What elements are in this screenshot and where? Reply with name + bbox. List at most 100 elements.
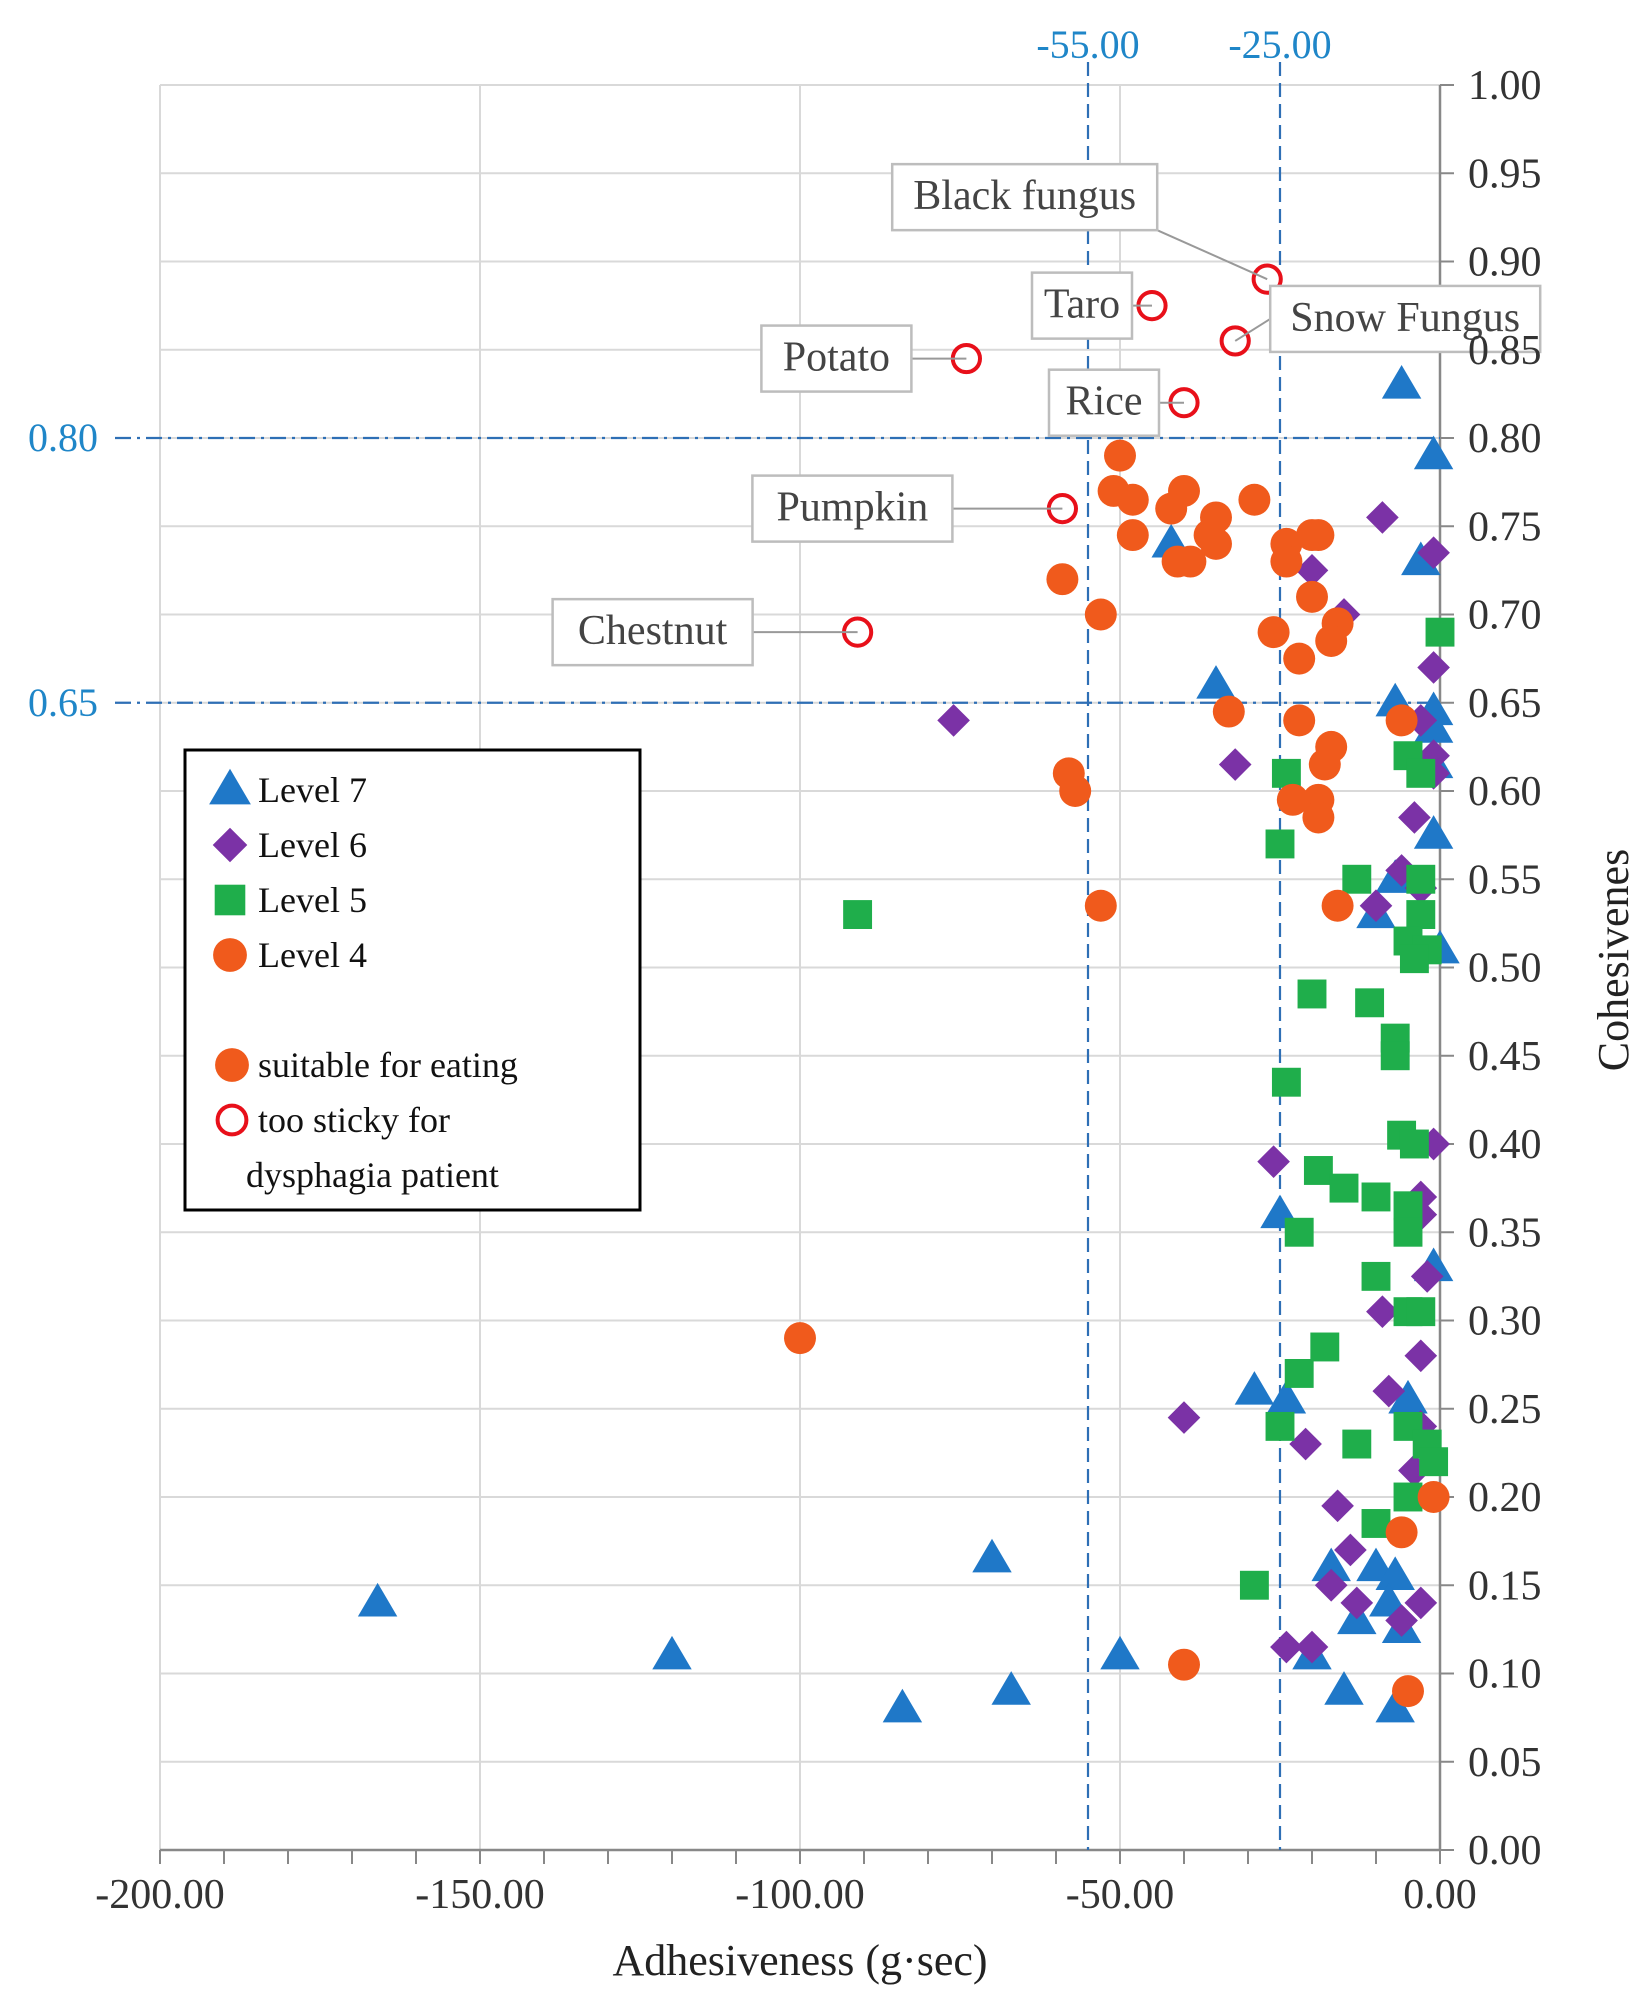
level-6-point — [1404, 1339, 1438, 1373]
level-5-point — [1406, 900, 1436, 929]
level-7-point — [1324, 1671, 1364, 1705]
level-6-point — [937, 704, 970, 737]
level-6-point — [1417, 536, 1450, 570]
level-4-point — [1174, 545, 1207, 578]
level-7-point — [1401, 541, 1441, 576]
level-5-point — [1329, 1173, 1359, 1203]
legend-marker-level-6 — [212, 827, 248, 863]
level-4-point — [1321, 889, 1354, 922]
level-4-point — [1308, 748, 1341, 781]
level-7-point — [1100, 1635, 1140, 1670]
level-4-point — [1200, 527, 1232, 560]
level-7-point — [357, 1582, 398, 1617]
x-tick-label: 0.00 — [1403, 1872, 1477, 1918]
tick-labels: -200.00 -150.00 -100.00 -50.00 0.000.00 0.05 0… — [95, 63, 1541, 1918]
data-points — [357, 263, 1460, 1723]
level-7-point — [1381, 365, 1422, 399]
level-6-point — [1372, 1374, 1406, 1408]
horizontal-reference-label: 0.65 — [28, 680, 98, 725]
legend-label-level-6: Level 6 — [258, 825, 367, 865]
black-fungus-leader-line — [1156, 229, 1268, 281]
level-4-point — [1385, 1516, 1418, 1549]
y-tick-label: 0.05 — [1468, 1740, 1542, 1786]
y-tick-label: 0.70 — [1468, 593, 1542, 639]
y-tick-label: 0.30 — [1468, 1299, 1542, 1345]
level-7-point — [1388, 1379, 1428, 1414]
level-6-point — [1314, 1568, 1348, 1602]
rice-label-box — [1047, 368, 1161, 437]
level-5-point — [1380, 1041, 1410, 1071]
chestnut-label-box — [551, 597, 754, 667]
level-4-point — [1270, 545, 1303, 578]
level-5-point — [1419, 1447, 1449, 1477]
snow-fungus-label: Snow Fungus — [1290, 295, 1520, 341]
legend-note-label: too sticky for — [258, 1100, 450, 1140]
y-tick-label: 0.85 — [1468, 328, 1542, 374]
level-5-point — [1361, 1509, 1391, 1538]
level-7-point — [1375, 1556, 1415, 1590]
level-5-point — [1239, 1570, 1269, 1600]
level-6-point — [1270, 1630, 1303, 1664]
level-4-point — [1283, 642, 1316, 675]
level-4-point — [1283, 704, 1316, 737]
legend-note-label: suitable for eating — [258, 1045, 518, 1085]
level-5-point — [1361, 1261, 1391, 1291]
level-6-point — [1404, 1586, 1438, 1620]
level-4-point — [1084, 598, 1117, 631]
level-4-point — [1302, 801, 1335, 834]
level-5-point — [1297, 979, 1327, 1009]
y-tick-label: 0.50 — [1468, 946, 1542, 992]
level-4-point — [1155, 492, 1188, 525]
level-5-point — [1265, 1411, 1295, 1441]
level-4-point — [1116, 519, 1149, 552]
level-4-point — [1385, 704, 1418, 737]
y-tick-label: 0.15 — [1468, 1563, 1542, 1609]
level-7-point — [1413, 709, 1454, 743]
level-5-point — [1271, 758, 1301, 788]
level-5-point — [1303, 1156, 1333, 1185]
legend-label-level-5: Level 5 — [258, 880, 367, 920]
level-4-point — [1212, 695, 1245, 728]
taro-label-box — [1030, 271, 1134, 340]
y-tick-label: 0.75 — [1468, 504, 1542, 550]
level-5-point — [1310, 1332, 1340, 1362]
vertical-reference-label: -25.00 — [1228, 22, 1331, 67]
level-5-point — [1355, 988, 1385, 1018]
reference-lines: -55.00 -25.00 0.80 0.65 — [28, 22, 1440, 1850]
level-4-point — [784, 1322, 816, 1355]
legend-marker-level-4 — [213, 938, 247, 972]
legend-note-label: dysphagia patient — [246, 1155, 499, 1195]
level-6-point — [1321, 1489, 1354, 1523]
level-4-point — [1059, 775, 1092, 807]
level-5-point — [1342, 1429, 1372, 1459]
x-tick-label: -50.00 — [1066, 1872, 1175, 1918]
level-4-point — [1084, 889, 1117, 922]
level-5-point — [1406, 1297, 1436, 1327]
level-4-point — [1296, 580, 1328, 613]
snow-fungus-leader-line — [1234, 318, 1271, 342]
level-6-point — [1417, 651, 1450, 684]
level-4-point — [1257, 616, 1290, 649]
level-4-point — [1315, 624, 1348, 657]
level-4-point — [1238, 483, 1271, 516]
level-5-point — [1342, 864, 1372, 894]
level-5-point — [1393, 1217, 1423, 1247]
level-5-point — [1361, 1182, 1391, 1212]
level-5-point — [843, 900, 873, 929]
level-7-point — [1234, 1371, 1275, 1405]
y-tick-label: 0.65 — [1468, 681, 1542, 727]
level-7-point — [652, 1635, 692, 1670]
level-5-point — [1406, 758, 1436, 788]
y-tick-label: 0.40 — [1468, 1122, 1542, 1168]
level-5-point — [1399, 1129, 1429, 1159]
level-7-point — [882, 1688, 923, 1723]
rice-label: Rice — [1066, 379, 1143, 425]
level-6-point — [1289, 1427, 1322, 1461]
potato-label-box — [760, 324, 913, 393]
level-5-point — [1393, 1191, 1423, 1221]
level-4-point — [1046, 563, 1079, 596]
level-6-point — [1257, 1145, 1290, 1178]
y-tick-label: 0.60 — [1468, 769, 1542, 815]
callout-labels: Black fungus Taro Snow Fungus Potato Rice Pum… — [551, 162, 1542, 667]
level-6-point — [1334, 1533, 1367, 1567]
